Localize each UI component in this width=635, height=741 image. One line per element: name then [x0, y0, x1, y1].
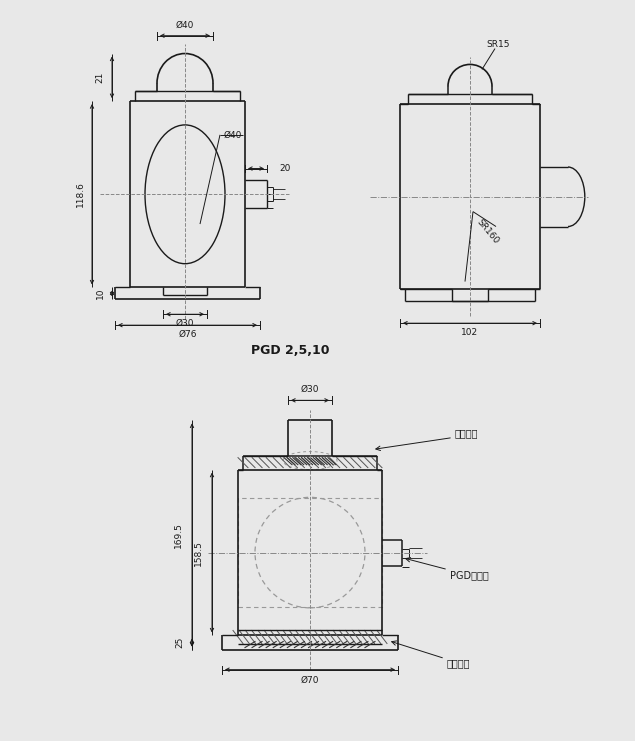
Text: PGD 2,5,10: PGD 2,5,10	[251, 345, 330, 357]
Text: 118.6: 118.6	[76, 182, 84, 207]
Bar	[238, 498, 382, 608]
Text: 102: 102	[462, 328, 479, 336]
Text: 169.5: 169.5	[173, 522, 182, 548]
Text: Ø70: Ø70	[301, 677, 319, 685]
Text: 158.5: 158.5	[194, 539, 203, 565]
Text: 10: 10	[95, 288, 105, 299]
Text: Ø76: Ø76	[178, 330, 197, 339]
Text: 25: 25	[175, 637, 185, 648]
Text: 20: 20	[279, 164, 291, 173]
Text: 下承压头: 下承压头	[447, 659, 471, 668]
Text: Ø40: Ø40	[224, 130, 242, 139]
Text: Ø30: Ø30	[301, 385, 319, 393]
Text: 上承压头: 上承压头	[455, 428, 479, 439]
Text: Ø30: Ø30	[176, 319, 194, 328]
Text: SR160: SR160	[475, 217, 501, 245]
Text: Ø40: Ø40	[176, 21, 194, 30]
Text: 21: 21	[95, 72, 105, 83]
Text: PGD传感器: PGD传感器	[450, 570, 489, 579]
Text: SR15: SR15	[486, 40, 510, 49]
